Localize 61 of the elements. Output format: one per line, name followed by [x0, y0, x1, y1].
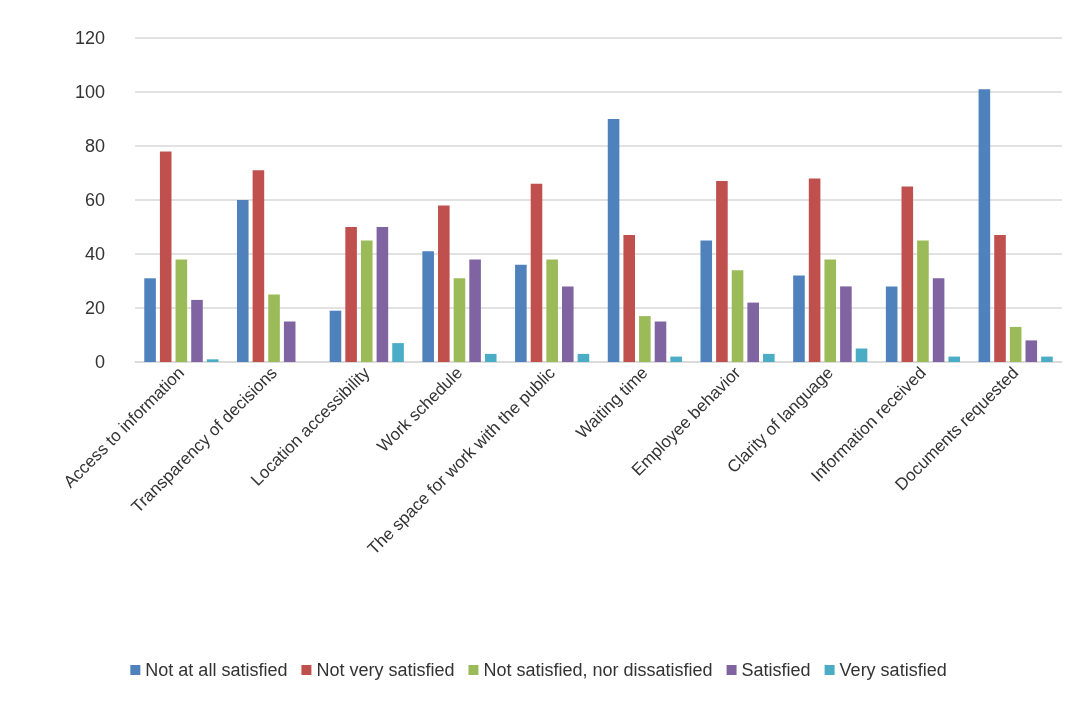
legend-label: Not very satisfied	[316, 660, 455, 680]
bar	[1025, 340, 1038, 362]
bar	[763, 353, 775, 362]
bar	[1009, 326, 1022, 362]
bar	[855, 348, 868, 362]
bar	[700, 240, 713, 362]
bar	[453, 278, 466, 362]
bar	[283, 321, 296, 362]
bar	[236, 200, 249, 362]
y-tick-label: 20	[84, 298, 105, 318]
legend-label: Not at all satisfied	[145, 660, 288, 680]
bar	[268, 294, 280, 362]
y-tick-label: 100	[74, 82, 105, 102]
bar	[206, 359, 219, 362]
legend-label: Satisfied	[741, 660, 811, 680]
bar	[577, 353, 590, 362]
bar	[562, 286, 574, 362]
bar	[808, 178, 821, 362]
bar	[1041, 356, 1053, 362]
bar	[515, 264, 527, 362]
bar	[252, 170, 265, 362]
bar	[392, 343, 404, 362]
legend-label: Very satisfied	[839, 660, 947, 680]
bar	[978, 89, 991, 362]
bar	[747, 302, 759, 362]
bar	[484, 353, 497, 362]
y-tick-label: 80	[84, 136, 105, 156]
bar	[469, 259, 481, 362]
bar	[885, 286, 898, 362]
bar	[917, 240, 929, 362]
bar	[159, 151, 172, 362]
y-tick-label: 0	[94, 352, 105, 372]
bar	[824, 259, 837, 362]
y-tick-label: 40	[84, 244, 105, 264]
y-tick-label: 120	[74, 28, 105, 48]
bar	[360, 240, 373, 362]
bar	[731, 270, 744, 362]
bar	[376, 227, 389, 362]
bar	[438, 205, 450, 362]
bar	[901, 186, 914, 362]
bar	[994, 235, 1006, 362]
bar	[530, 183, 543, 362]
bar	[175, 259, 188, 362]
bar	[546, 259, 558, 362]
bar	[639, 316, 651, 362]
bar	[932, 278, 945, 362]
bar	[345, 227, 357, 362]
bar	[948, 356, 961, 362]
bar	[623, 235, 635, 362]
bar	[144, 278, 156, 362]
bar	[422, 251, 434, 362]
bar	[793, 275, 805, 362]
bar	[191, 299, 203, 362]
legend-label: Not satisfied, nor dissatisfied	[483, 660, 713, 680]
bar	[607, 119, 620, 362]
y-tick-label: 60	[84, 190, 105, 210]
bar	[670, 356, 682, 362]
bar	[840, 286, 852, 362]
bar	[716, 181, 728, 362]
bar	[654, 321, 667, 362]
bar	[329, 310, 342, 362]
